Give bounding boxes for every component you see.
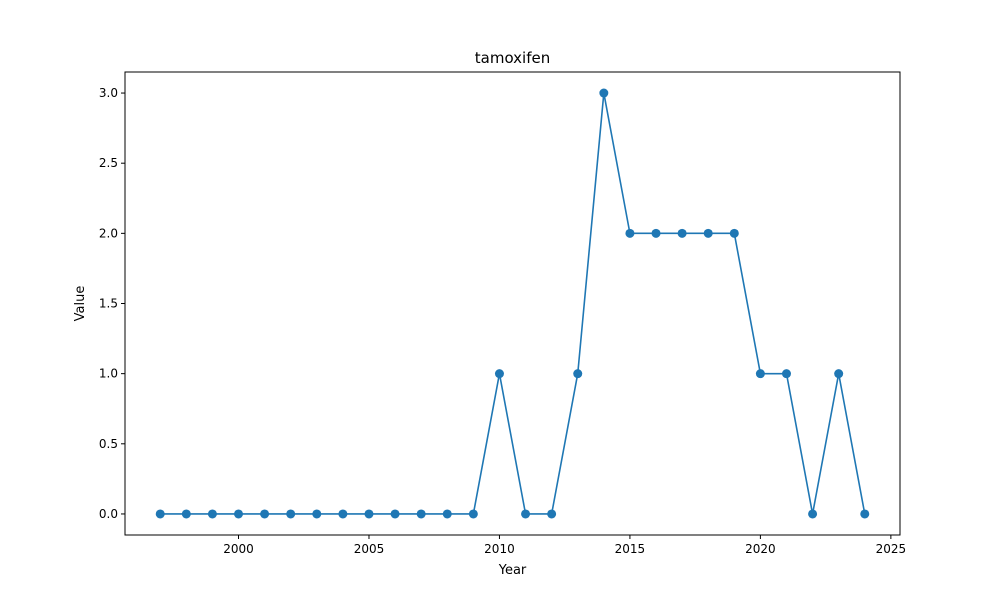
data-point <box>808 509 818 519</box>
x-axis-label: Year <box>498 563 527 578</box>
x-tick-label: 2015 <box>615 542 646 556</box>
series-line <box>160 92 866 515</box>
y-axis-label: Value <box>73 286 88 322</box>
x-tick-label: 2025 <box>876 542 907 556</box>
data-point <box>573 369 583 379</box>
data-point <box>651 228 661 238</box>
data-point <box>442 509 452 519</box>
data-point <box>494 369 504 379</box>
x-tick-label: 2020 <box>745 542 776 556</box>
data-point <box>181 509 191 519</box>
data-point <box>834 369 844 379</box>
data-point <box>390 509 400 519</box>
data-point <box>781 369 791 379</box>
data-point <box>703 228 713 238</box>
y-tick-label: 2.5 <box>99 156 118 170</box>
data-point <box>338 509 348 519</box>
y-tick-label: 0.0 <box>99 507 118 521</box>
y-axis: 0.0 0.5 1.0 1.5 2.0 2.5 3.0 <box>99 86 125 521</box>
x-tick-label: 2010 <box>484 542 515 556</box>
y-tick-label: 1.0 <box>99 367 118 381</box>
data-point <box>599 88 609 98</box>
data-point <box>312 509 322 519</box>
data-point <box>260 509 270 519</box>
chart-title: tamoxifen <box>475 49 550 67</box>
data-point <box>364 509 374 519</box>
x-axis: 2000 2005 2010 2015 2020 2025 <box>223 535 906 556</box>
data-point <box>729 228 739 238</box>
data-point <box>207 509 217 519</box>
data-point <box>677 228 687 238</box>
data-point <box>468 509 478 519</box>
data-point <box>416 509 426 519</box>
y-tick-label: 2.0 <box>99 226 118 240</box>
y-tick-label: 1.5 <box>99 297 118 311</box>
data-point <box>547 509 557 519</box>
axes-frame <box>124 71 901 536</box>
data-point <box>860 509 870 519</box>
data-point <box>755 369 765 379</box>
data-point <box>234 509 244 519</box>
y-tick-label: 0.5 <box>99 437 118 451</box>
x-tick-label: 2000 <box>223 542 254 556</box>
series-layer <box>155 88 870 519</box>
data-point <box>155 509 165 519</box>
plot-area <box>124 71 901 536</box>
data-point <box>286 509 296 519</box>
x-tick-label: 2005 <box>354 542 385 556</box>
y-tick-label: 3.0 <box>99 86 118 100</box>
data-point <box>625 228 635 238</box>
data-point <box>521 509 531 519</box>
